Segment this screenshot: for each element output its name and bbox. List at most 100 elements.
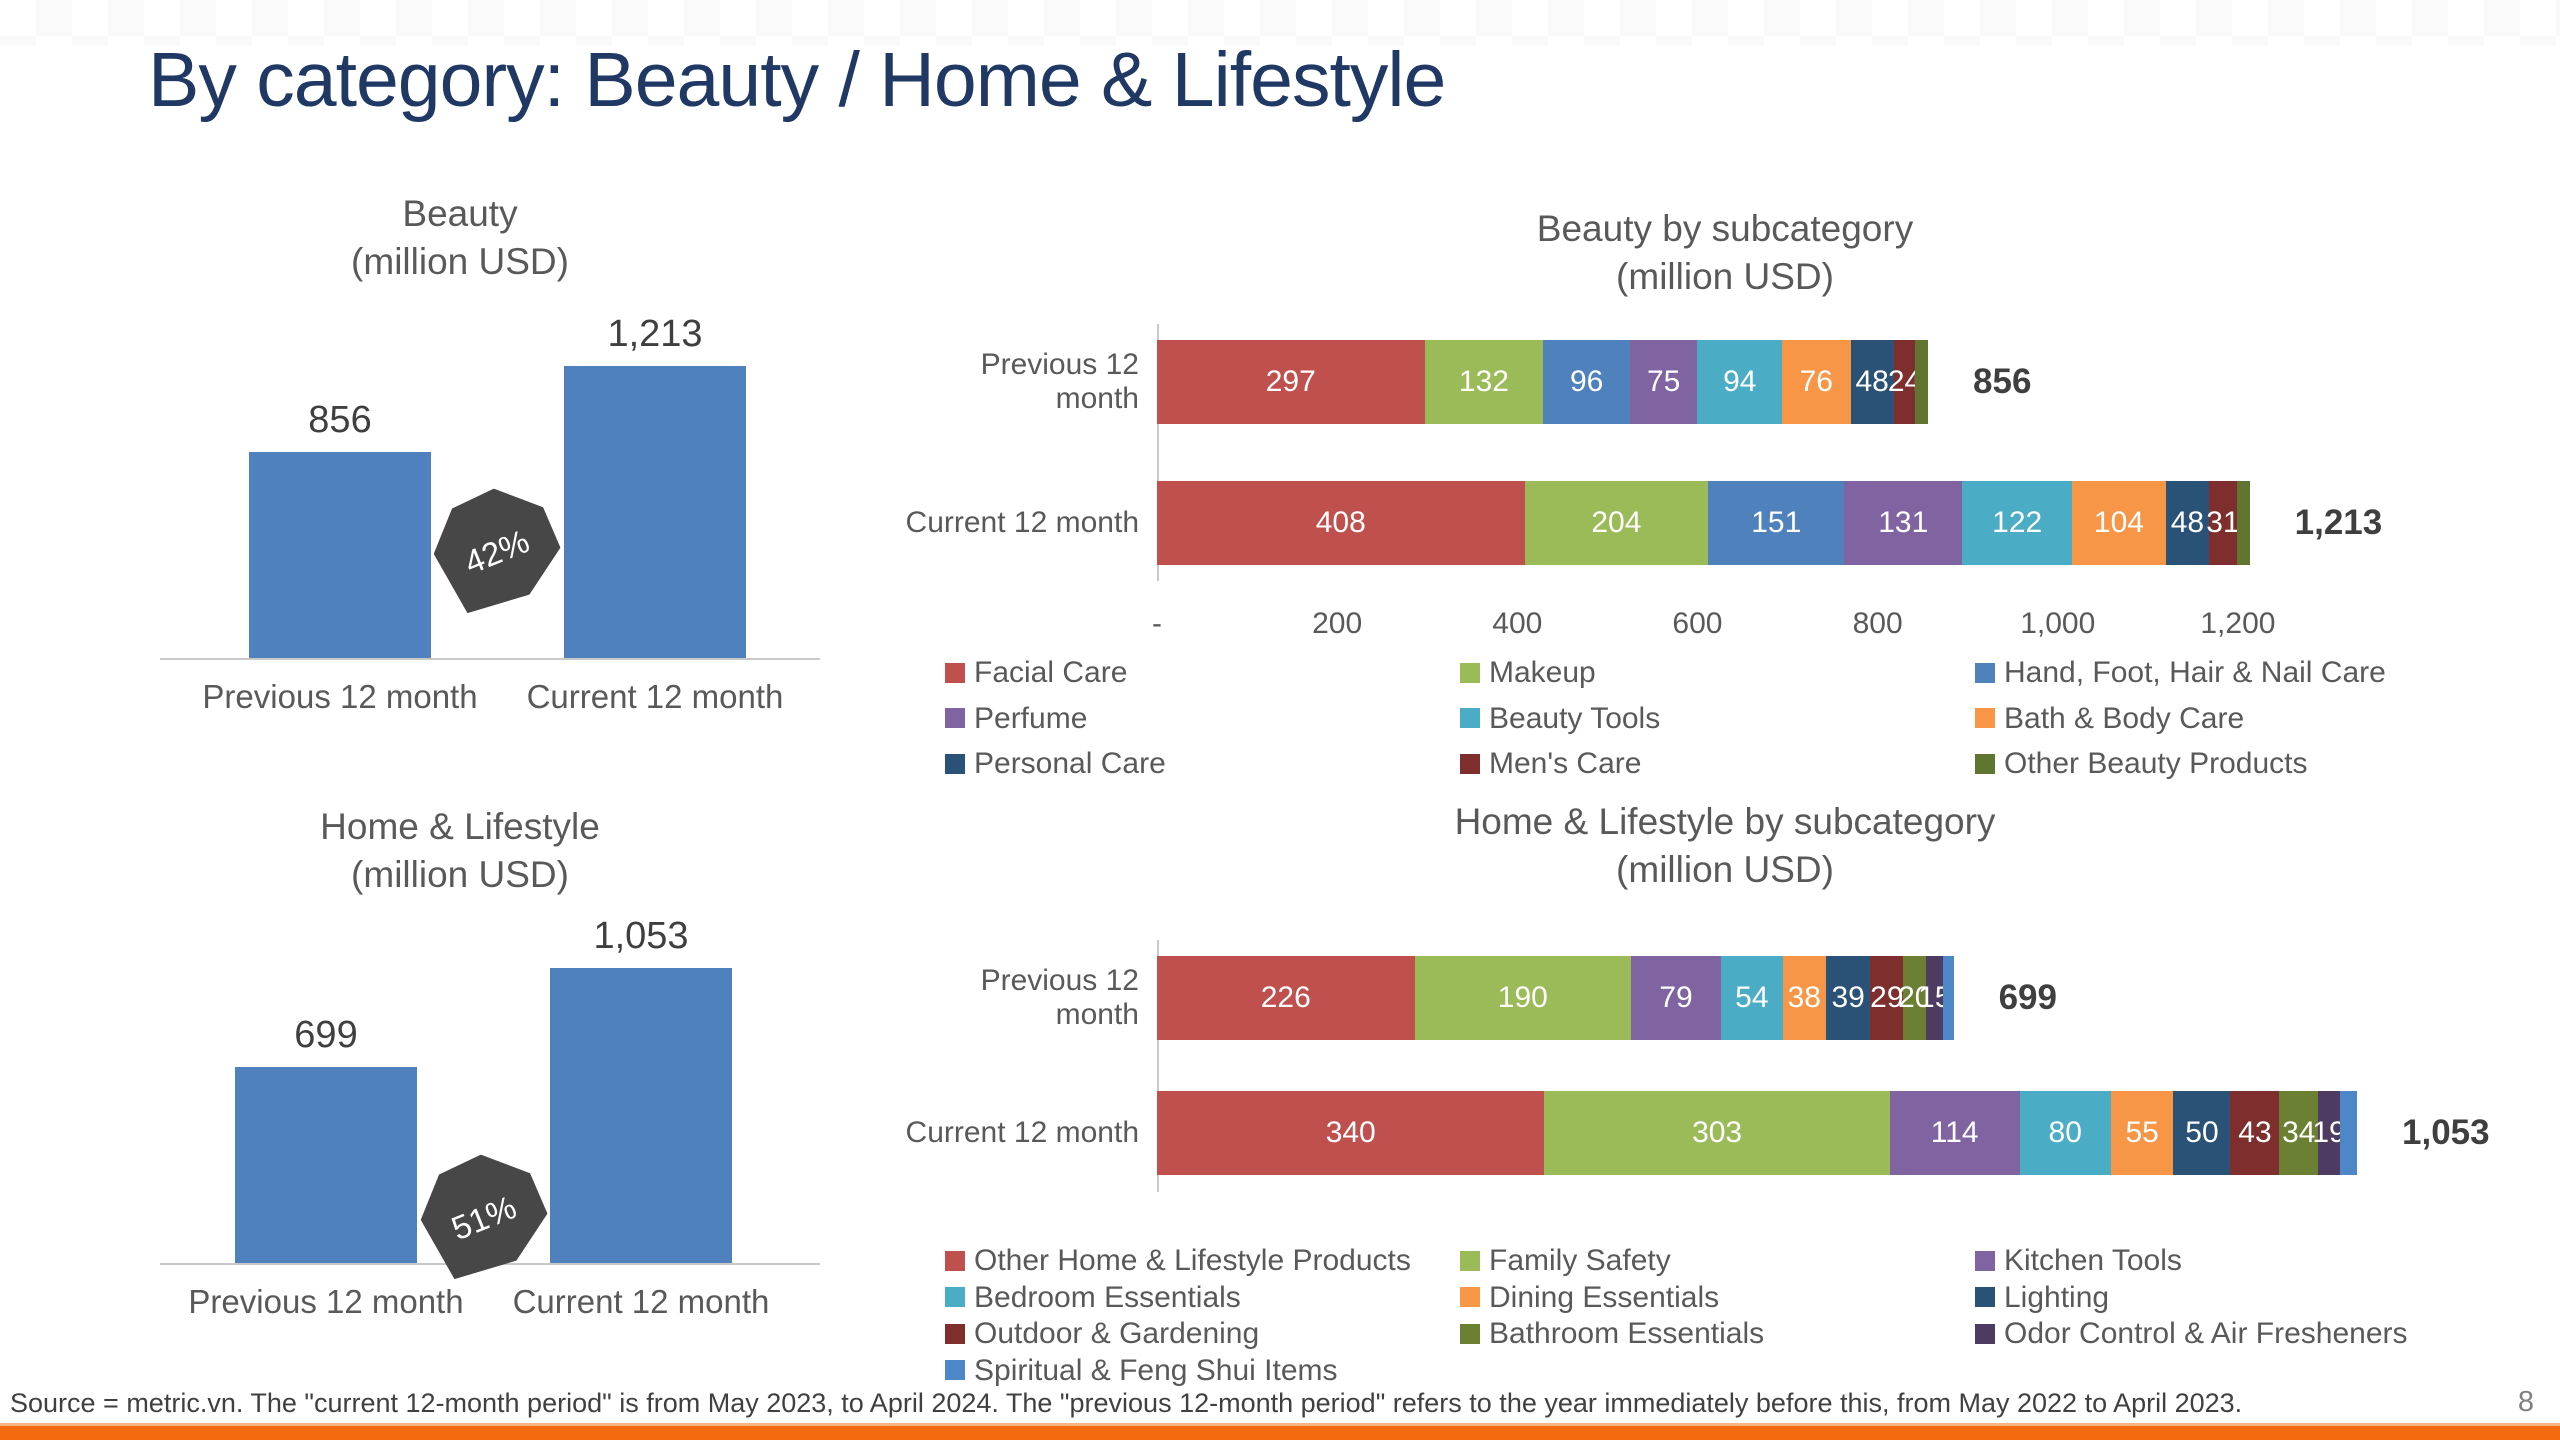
bar-segment: 122 [1962,481,2073,565]
legend-label: Men's Care [1489,747,1642,780]
plot-area: 856 1,213 42% [100,313,820,660]
bar-segment [2339,1091,2357,1175]
bar-segment [1915,340,1928,424]
category-label: Previous 12 month [188,1283,464,1320]
bar-segment: 297 [1157,340,1425,424]
legend-swatch [1460,1250,1480,1271]
segment-value-label: 297 [1265,365,1316,398]
stacked-bar: 408 204 151 131 122 104 48 31 [1157,481,2250,565]
chart-beauty-total: Beauty (million USD) 856 1,213 42% Previou… [100,190,820,780]
row-label: Previous 12 month [980,348,1139,415]
legend-label: Odor Control & Air Fresheners [2004,1317,2408,1350]
chart-title-group: Home & Lifestyle (million USD) [100,803,820,899]
bar-segment: 204 [1524,481,1709,565]
plot-area: 699 1,053 51% [100,915,820,1265]
bar-segment: 94 [1697,340,1783,424]
legend-swatch [945,708,965,729]
bar-track: 297 132 96 75 94 76 48 24 856 [1157,340,2337,424]
segment-value-label: 43 [2238,1116,2272,1149]
bar-value-label: 856 [308,399,372,441]
legend-swatch [1460,1287,1480,1308]
legend-label: Lighting [2004,1280,2110,1314]
legend-label: Personal Care [974,747,1166,780]
stacked-rows: Previous 12 month 226 190 79 54 38 39 29 20 15 699… [905,956,2555,1175]
legend-item: Bedroom Essentials [945,1281,1460,1314]
chart-title: Beauty [402,193,518,234]
legend-swatch [1460,1323,1480,1344]
bar-segment: 340 [1157,1091,1545,1175]
chart-home-subcategory: Home & Lifestyle by subcategory (million… [905,780,2555,1392]
axis-tick-label: 600 [1672,607,1723,640]
legend-item: Other Home & Lifestyle Products [945,1245,1460,1277]
legend-item: Odor Control & Air Fresheners [1975,1318,2545,1350]
segment-value-label: 104 [2093,506,2144,539]
segment-value-label: 340 [1325,1116,1376,1149]
legend-swatch [1975,753,1995,774]
growth-badge-label: 51% [446,1188,522,1248]
row-total-label: 699 [1998,978,2057,1017]
stacked-row: Previous 12 month 297 132 96 75 94 76 48 24 856 [905,340,2555,424]
legend-item: Makeup [1460,657,1975,689]
axis-tick-label: 1,000 [2020,607,2096,640]
legend-label: Family Safety [1489,1244,1671,1277]
segment-value-label: 151 [1751,506,1802,539]
bar-value-label: 1,053 [593,915,689,957]
legend-label: Kitchen Tools [2004,1244,2182,1277]
legend-item: Facial Care [945,657,1460,689]
legend-swatch [945,753,965,774]
bar-segment: 34 [2279,1091,2319,1175]
legend-item: Other Beauty Products [1975,748,2545,780]
legend-swatch [1975,1250,1995,1271]
segment-value-label: 20 [1898,981,1932,1014]
segment-value-label: 408 [1315,506,1366,539]
legend-label: Other Home & Lifestyle Products [974,1244,1411,1277]
row-label: Current 12 month [905,506,1139,539]
segment-value-label: 204 [1591,506,1642,539]
bar-segment: 39 [1825,956,1871,1040]
bar-segment: 43 [2230,1091,2280,1175]
bar-segment: 408 [1157,481,1525,565]
row-label: Current 12 month [905,1116,1139,1149]
transparency-checker-strip [0,0,2560,46]
bar-segment: 131 [1844,481,1963,565]
bar-segment: 55 [2110,1091,2174,1175]
legend-item: Lighting [1975,1280,2545,1314]
stacked-bar: 297 132 96 75 94 76 48 24 [1157,340,1928,424]
column-bar [249,452,431,658]
bar-segment: 50 [2173,1091,2231,1175]
bar-track: 408 204 151 131 122 104 48 31 1,213 [1157,481,2382,565]
growth-badge: 42% [430,485,564,619]
legend-label: Bathroom Essentials [1489,1317,1765,1350]
segment-value-label: 54 [1735,981,1769,1014]
legend-item: Bathroom Essentials [1460,1318,1975,1350]
category-label: Previous 12 month [202,678,478,715]
growth-badge-label: 42% [459,522,535,582]
legend-item: Spiritual & Feng Shui Items [945,1354,1460,1387]
bar-segment: 24 [1888,340,1921,424]
legend-label: Facial Care [974,656,1128,689]
segment-value-label: 38 [1787,981,1821,1014]
accent-bar [0,1423,2560,1440]
stacked-rows: Previous 12 month 297 132 96 75 94 76 48 24 856 Cu… [905,340,2555,565]
bar-segment: 20 [1898,956,1931,1040]
legend-item: Personal Care [945,748,1460,780]
stacked-row: Previous 12 month 226 190 79 54 38 39 29 20 15 699 [905,956,2555,1040]
segment-value-label: 79 [1659,981,1693,1014]
axis-tick-label: 200 [1312,607,1363,640]
segment-value-label: 34 [2282,1116,2316,1149]
legend-item: Kitchen Tools [1975,1245,2545,1277]
bar-segment: 48 [1850,340,1894,424]
legend: Other Home & Lifestyle Products Family Sa… [945,1245,2545,1386]
segment-value-label: 31 [2206,506,2240,539]
chart-subtitle: (million USD) [1616,849,1834,891]
legend-item: Outdoor & Gardening [945,1318,1460,1350]
stacked-row: Current 12 month 408 204 151 131 122 104 48 31 1,… [905,481,2555,565]
segment-value-label: 226 [1260,981,1311,1014]
legend-item: Bath & Body Care [1975,702,2545,735]
segment-value-label: 76 [1799,365,1833,398]
segment-value-label: 29 [1870,981,1904,1014]
legend-label: Dining Essentials [1489,1280,1720,1314]
column-bar [550,968,732,1263]
footer-source-note: Source = metric.vn. The "current 12-mont… [10,1388,2243,1418]
